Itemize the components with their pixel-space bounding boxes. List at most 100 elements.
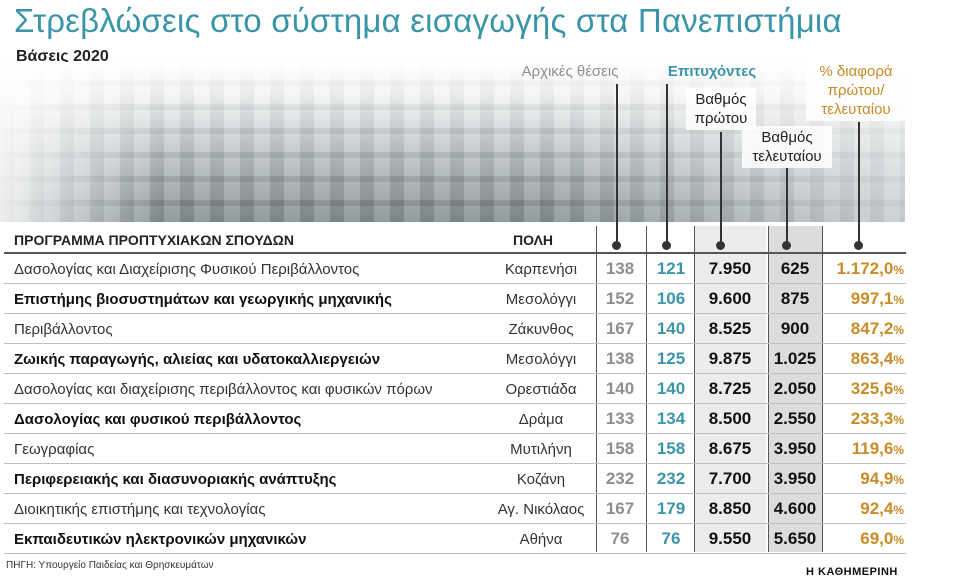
results-table: ΠΡΟΓΡΑΜΜΑ ΠΡΟΠΤΥΧΙΑΚΩΝ ΣΠΟΥΔΩΝ ΠΟΛΗ Δασο…: [4, 226, 906, 554]
successful-cell: 76: [661, 529, 681, 548]
leader-dot: [612, 241, 621, 250]
header-diff-line: πρώτου/: [827, 82, 885, 99]
table-row: Περιβάλλοντος Ζάκυνθος 167 140 8.525 900 847,2…: [4, 314, 906, 344]
percent-sign: %: [893, 293, 904, 307]
leader-dot: [662, 241, 671, 250]
diff-percent-cell: 92,4%: [822, 499, 906, 519]
diff-percent-cell: 119,6%: [822, 439, 906, 459]
last-score-cell: 1.025: [773, 349, 817, 368]
first-score-cell: 7.950: [708, 259, 752, 278]
program-cell: Περιβάλλοντος: [14, 321, 113, 338]
table-row: Διοικητικής επιστήμης και τεχνολογίας Αγ.…: [4, 494, 906, 524]
leader-line: [666, 84, 668, 244]
table-row: Δασολογίας και φυσικού περιβάλλοντος Δράμ…: [4, 404, 906, 434]
last-score-cell: 900: [780, 319, 810, 338]
percent-sign: %: [893, 413, 904, 427]
successful-cell: 140: [656, 319, 686, 338]
city-cell: Αθήνα: [519, 531, 563, 548]
last-score-cell: 875: [780, 289, 810, 308]
diff-percent-cell: 325,6%: [822, 379, 906, 399]
table-row: Εκπαιδευτικών ηλεκτρονικών μηχανικών Αθήν…: [4, 524, 906, 554]
successful-cell: 106: [656, 289, 686, 308]
successful-cell: 140: [656, 379, 686, 398]
percent-sign: %: [893, 263, 904, 277]
header-diff-percent: % διαφορά πρώτου/ τελευταίου: [806, 62, 906, 121]
program-cell: Περιφερειακής και διασυνοριακής ανάπτυξη…: [14, 471, 337, 488]
page-subtitle: Βάσεις 2020: [16, 48, 109, 65]
diff-value: 233,3: [850, 409, 894, 428]
city-cell: Μεσολόγγι: [505, 291, 577, 308]
diff-value: 69,0: [860, 529, 894, 548]
source-note: ΠΗΓΗ: Υπουργείο Παιδείας και Θρησκευμάτω…: [6, 560, 214, 571]
percent-sign: %: [893, 533, 904, 547]
header-first-score-line: πρώτου: [694, 110, 748, 127]
last-score-cell: 4.600: [773, 499, 817, 518]
city-cell: Ζάκυνθος: [508, 321, 574, 338]
diff-percent-cell: 69,0%: [822, 529, 906, 549]
city-cell: Μεσολόγγι: [505, 351, 577, 368]
diff-value: 325,6: [850, 379, 894, 398]
successful-cell: 179: [656, 499, 686, 518]
initial-positions-cell: 138: [605, 349, 635, 368]
program-cell: Δασολογίας και διαχείρισης περιβάλλοντος…: [14, 381, 433, 398]
initial-positions-cell: 138: [605, 259, 635, 278]
diff-value: 997,1: [850, 289, 894, 308]
percent-sign: %: [893, 383, 904, 397]
last-score-cell: 3.950: [773, 439, 817, 458]
first-score-cell: 9.550: [708, 529, 752, 548]
leader-line: [720, 132, 722, 244]
program-cell: Επιστήμης βιοσυστημάτων και γεωργικής μη…: [14, 291, 392, 308]
diff-value: 92,4: [860, 499, 894, 518]
last-score-cell: 2.050: [773, 379, 817, 398]
diff-percent-cell: 997,1%: [822, 289, 906, 309]
first-score-cell: 8.725: [708, 379, 752, 398]
column-divider: [822, 226, 823, 552]
table-row: Δασολογίας και Διαχείρισης Φυσικού Περιβ…: [4, 254, 906, 284]
program-cell: Δασολογίας και φυσικού περιβάλλοντος: [14, 411, 302, 428]
program-cell: Ζωικής παραγωγής, αλιείας και υδατοκαλλι…: [14, 351, 381, 368]
city-cell: Ορεστιάδα: [505, 381, 577, 398]
publisher-logo: Η ΚΑΘΗΜΕΡΙΝΗ: [806, 566, 898, 578]
header-initial-positions: Αρχικές θέσεις: [521, 63, 619, 80]
successful-cell: 158: [656, 439, 686, 458]
page-title: Στρεβλώσεις στο σύστημα εισαγωγής στα Πα…: [14, 2, 842, 39]
column-divider: [768, 226, 769, 552]
initial-positions-cell: 167: [605, 499, 635, 518]
diff-value: 863,4: [850, 349, 894, 368]
table-row: Δασολογίας και διαχείρισης περιβάλλοντος…: [4, 374, 906, 404]
table-body: Δασολογίας και Διαχείρισης Φυσικού Περιβ…: [4, 254, 906, 554]
diff-percent-cell: 233,3%: [822, 409, 906, 429]
column-header-program: ΠΡΟΓΡΑΜΜΑ ΠΡΟΠΤΥΧΙΑΚΩΝ ΣΠΟΥΔΩΝ: [14, 232, 294, 248]
initial-positions-cell: 152: [605, 289, 635, 308]
column-header-city: ΠΟΛΗ: [512, 232, 554, 248]
city-cell: Δράμα: [518, 411, 564, 428]
successful-cell: 134: [656, 409, 686, 428]
header-first-score: Βαθμός πρώτου: [686, 88, 756, 130]
table-header-row: ΠΡΟΓΡΑΜΜΑ ΠΡΟΠΤΥΧΙΑΚΩΝ ΣΠΟΥΔΩΝ ΠΟΛΗ: [4, 226, 906, 254]
initial-positions-cell: 232: [605, 469, 635, 488]
diff-percent-cell: 847,2%: [822, 319, 906, 339]
last-score-cell: 625: [780, 259, 810, 278]
diff-percent-cell: 94,9%: [822, 469, 906, 489]
initial-positions-cell: 167: [605, 319, 635, 338]
percent-sign: %: [893, 323, 904, 337]
initial-positions-cell: 133: [605, 409, 635, 428]
leader-line: [858, 122, 860, 244]
city-cell: Καρπενήσι: [504, 261, 578, 278]
header-successful: Επιτυχόντες: [667, 63, 757, 80]
diff-value: 847,2: [850, 319, 894, 338]
initial-positions-cell: 158: [605, 439, 635, 458]
diff-percent-cell: 1.172,0%: [822, 259, 906, 279]
first-score-cell: 9.600: [708, 289, 752, 308]
first-score-column-bg: [694, 226, 766, 552]
first-score-cell: 8.675: [708, 439, 752, 458]
header-first-score-line: Βαθμός: [695, 91, 747, 108]
first-score-cell: 7.700: [708, 469, 752, 488]
first-score-cell: 8.850: [708, 499, 752, 518]
leader-line: [786, 168, 788, 244]
last-score-cell: 2.550: [773, 409, 817, 428]
last-score-cell: 3.950: [773, 469, 817, 488]
program-cell: Γεωγραφίας: [14, 441, 95, 458]
first-score-cell: 9.875: [708, 349, 752, 368]
diff-value: 119,6: [851, 439, 894, 458]
